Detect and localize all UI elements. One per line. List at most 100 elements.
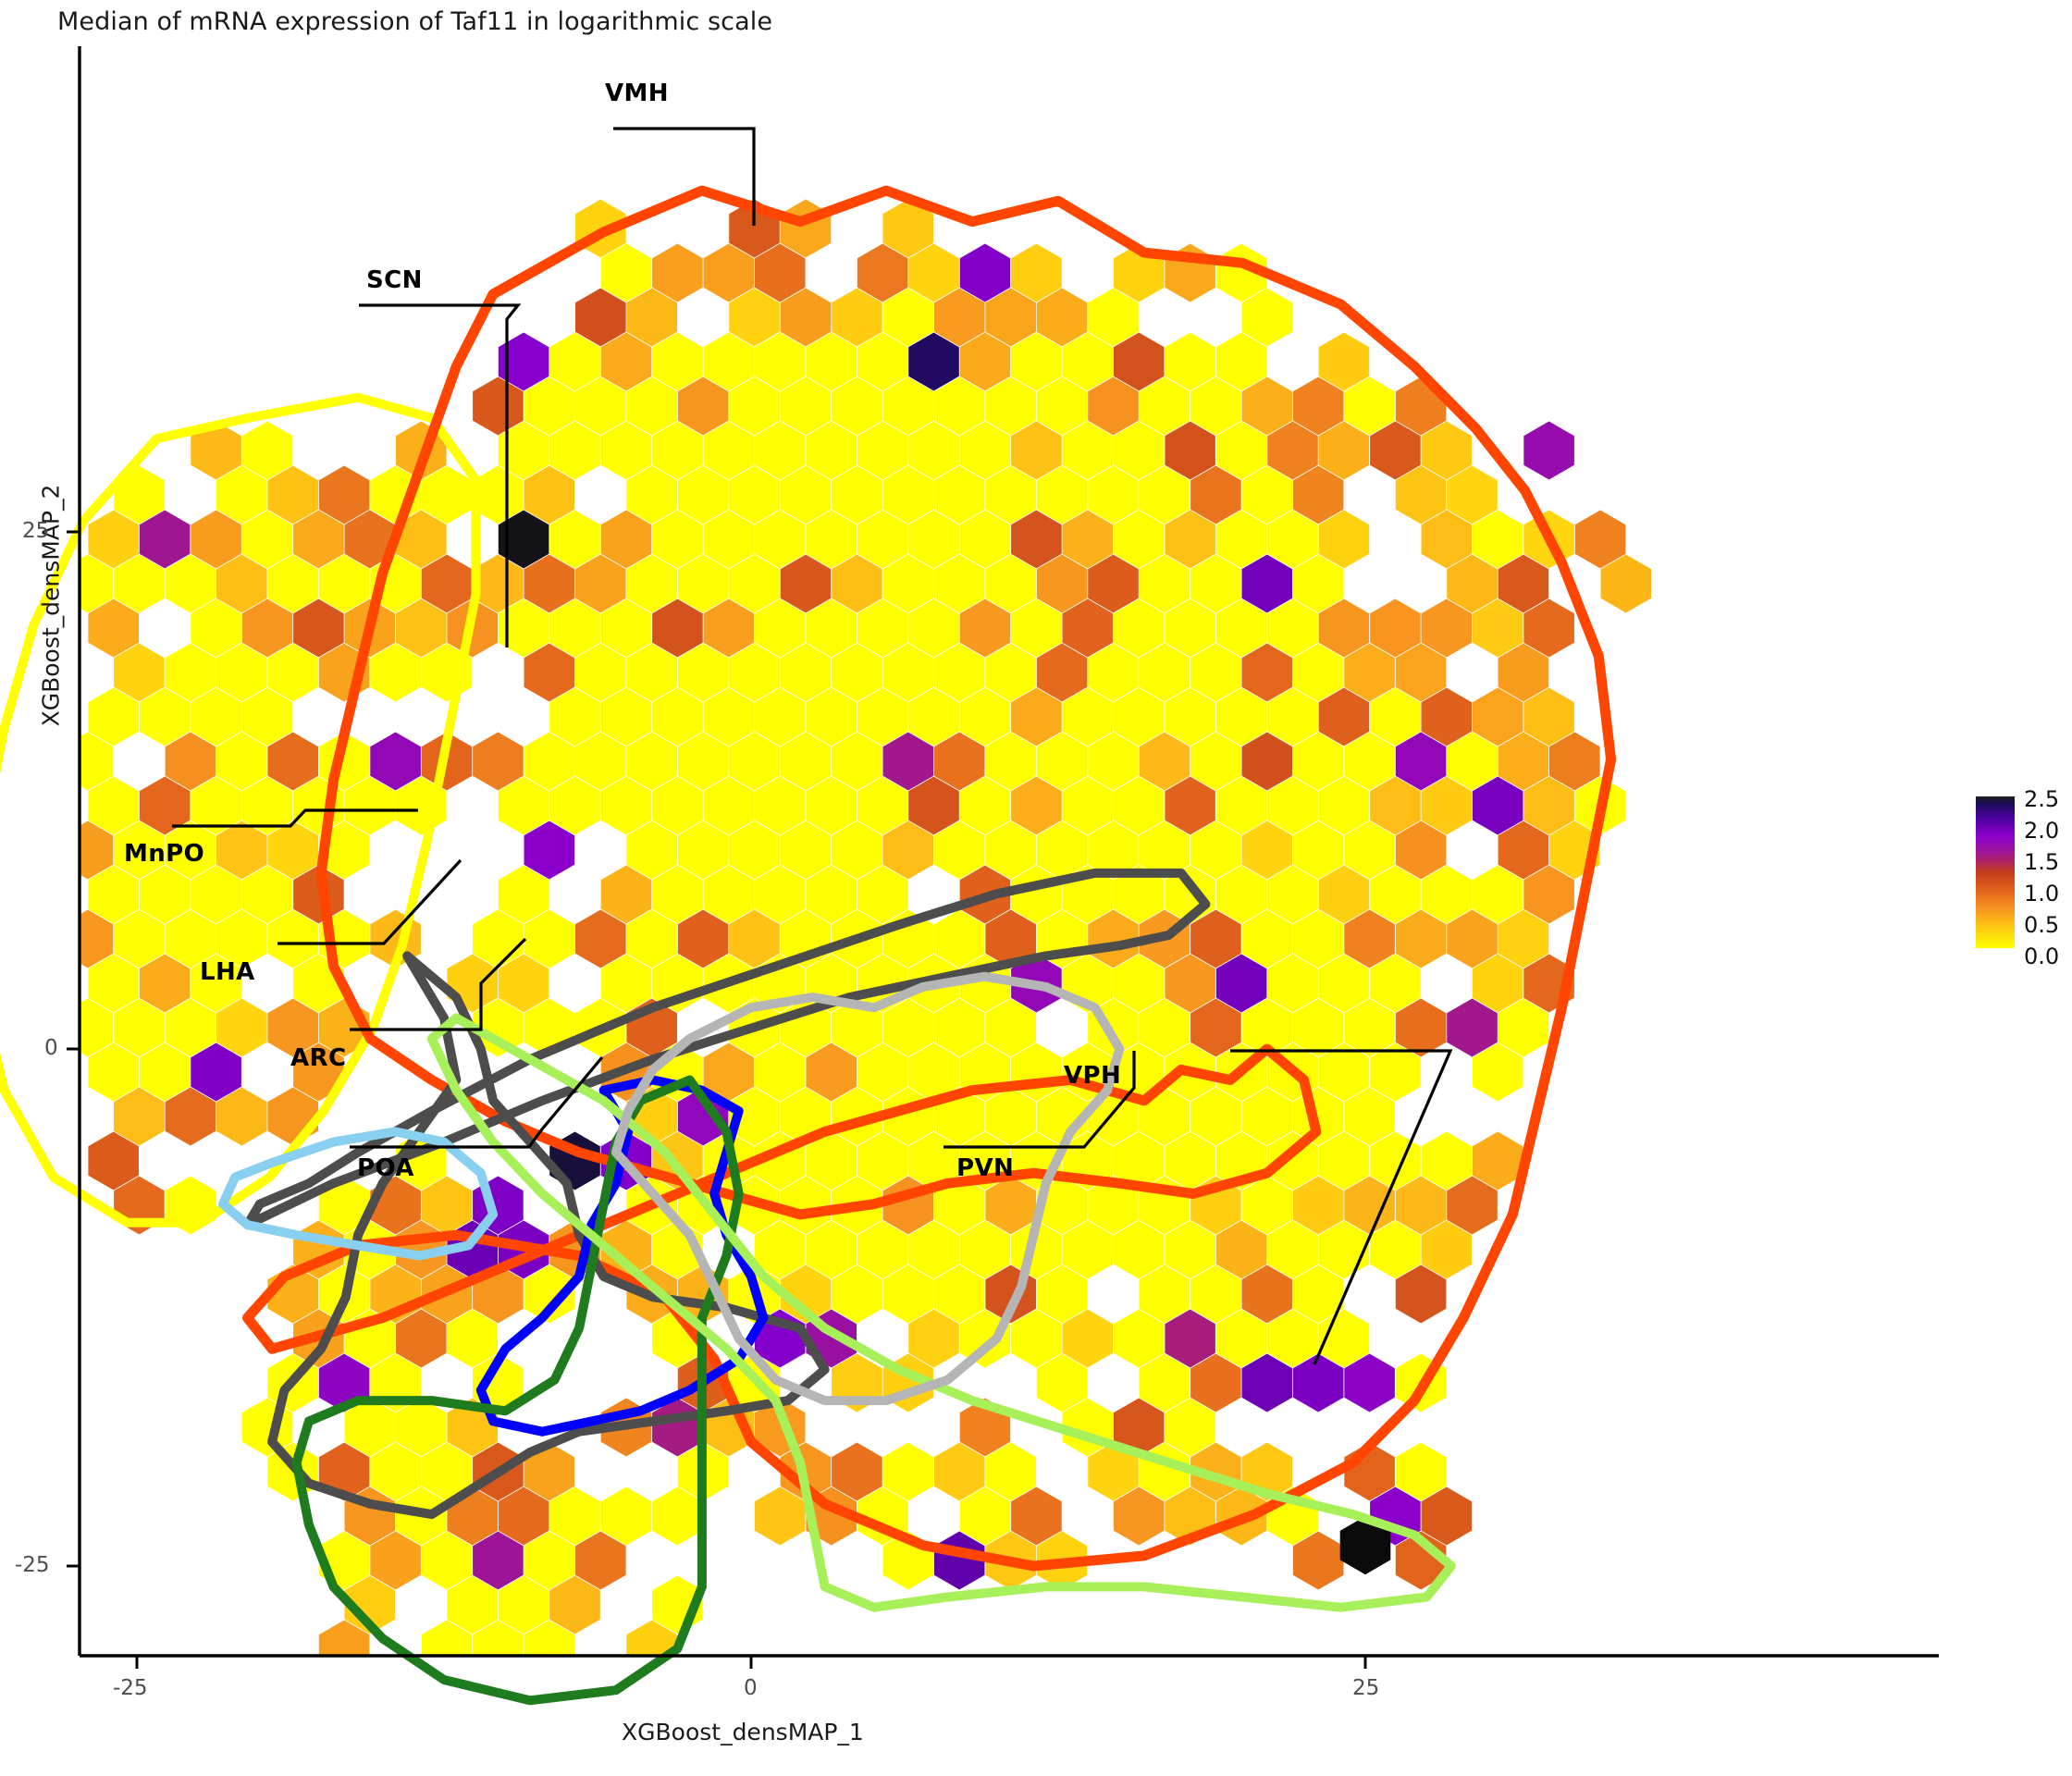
hexbin-cell xyxy=(806,1042,857,1102)
hexbin-cell xyxy=(216,554,267,613)
hexbin-cell xyxy=(344,1398,396,1457)
hexbin-cell xyxy=(1344,732,1395,791)
hexbin-cell xyxy=(1165,776,1215,835)
hexbin-cell xyxy=(241,776,293,835)
hexbin-cell xyxy=(832,376,882,436)
hexbin-cell xyxy=(216,909,267,968)
hexbin-cell xyxy=(318,820,370,880)
hexbin-cell xyxy=(729,554,780,613)
hexbin-cell xyxy=(1190,909,1241,968)
hexbin-cell xyxy=(1370,421,1421,480)
hexbin-cell xyxy=(1215,510,1267,569)
hexbin-cell xyxy=(1523,598,1574,658)
hexbin-cell xyxy=(780,288,832,347)
hexbin-cell xyxy=(882,1264,934,1324)
hexbin-cell xyxy=(1574,510,1626,569)
hexbin-cell xyxy=(344,776,396,835)
hexbin-cell xyxy=(216,465,267,524)
contour-pvn xyxy=(426,1013,1456,1612)
hexbin-cell xyxy=(1062,1309,1114,1368)
hexbin-cell xyxy=(1139,1353,1190,1412)
hexbin-cell xyxy=(1318,332,1370,391)
hexbin-cell xyxy=(729,820,780,880)
hexbin-cell xyxy=(524,465,575,524)
hexbin-cell xyxy=(1292,554,1344,613)
hexbin-cell xyxy=(857,332,908,391)
hexbin-cell xyxy=(1190,732,1241,791)
hexbin-cell xyxy=(703,598,755,658)
hexbin-cell xyxy=(626,732,677,791)
hexbin-cell xyxy=(216,998,267,1057)
hexbin-cell xyxy=(908,421,959,480)
page-title: Median of mRNA expression of Taf11 in lo… xyxy=(57,7,773,36)
hexbin-cell xyxy=(857,421,908,480)
hexbin-cell xyxy=(882,376,934,436)
hexbin-cell xyxy=(498,421,549,480)
hexbin-cell xyxy=(88,1042,139,1102)
hexbin-cell xyxy=(191,598,241,658)
hexbin-cell xyxy=(1447,909,1498,968)
hexbin-cell xyxy=(908,332,959,391)
hexbin-cell xyxy=(421,1176,473,1235)
hexbin-cell xyxy=(575,376,626,436)
hexbin-cell xyxy=(1267,954,1318,1013)
hexbin-cell xyxy=(985,376,1036,436)
colorbar-gradient xyxy=(1976,796,2015,948)
hexbin-cell xyxy=(1241,820,1293,880)
hexbin-cell xyxy=(600,243,652,302)
hexbin-cell xyxy=(985,909,1036,968)
hexbin-cell xyxy=(908,687,959,746)
hexbin-cell xyxy=(626,554,677,613)
hexbin-cell xyxy=(1215,421,1267,480)
hexbin-cell xyxy=(1036,643,1088,702)
hexbin-cell xyxy=(652,865,703,924)
hexbin-cell xyxy=(1139,732,1190,791)
hexbin-cell xyxy=(985,1087,1036,1146)
hexbin-cell xyxy=(908,243,959,302)
hexbin-cell xyxy=(1318,1042,1370,1102)
hexbin-cell xyxy=(832,554,882,613)
hexbin-cell xyxy=(80,820,114,880)
hexbin-cell xyxy=(626,820,677,880)
hexbin-cell xyxy=(1241,1264,1293,1324)
hexbin-cell xyxy=(1421,1131,1473,1190)
hexbin-cell xyxy=(754,1220,806,1279)
hexbin-cell xyxy=(933,1442,985,1501)
hexbin-cell xyxy=(677,376,729,436)
hexbin-cell xyxy=(959,243,1011,302)
hexbin-cell xyxy=(396,1309,447,1368)
hexbin-cell xyxy=(806,1131,857,1190)
hexbin-cell xyxy=(165,1087,216,1146)
hexbin-cell xyxy=(600,954,652,1013)
hexbin-cell xyxy=(1062,332,1114,391)
hexbin-cell xyxy=(1011,687,1062,746)
hexbin-cell xyxy=(344,1575,396,1634)
hexbin-cell xyxy=(1267,1309,1318,1368)
hexbin-cell xyxy=(754,421,806,480)
hexbin-cell xyxy=(1241,732,1293,791)
hexbin-cell xyxy=(1062,776,1114,835)
hexbin-cell xyxy=(1241,909,1293,968)
hexbin-cell xyxy=(1190,643,1241,702)
hexbin-cell xyxy=(1036,1264,1088,1324)
hexbin-cell xyxy=(1215,1309,1267,1368)
hexbin-cell xyxy=(1165,1220,1215,1279)
hexbin-cell xyxy=(1036,288,1088,347)
hexbin-cell xyxy=(1600,554,1652,613)
hexbin-cell xyxy=(959,421,1011,480)
hexbin-cell xyxy=(370,1442,421,1501)
hexbin-cell xyxy=(1523,865,1574,924)
hexbin-cell xyxy=(1088,554,1139,613)
region-contour-layer xyxy=(0,185,1617,1706)
hexbin-cell xyxy=(1139,465,1190,524)
hexbin-cell xyxy=(1472,1042,1523,1102)
hexbin-cell xyxy=(1344,1353,1395,1412)
hexbin-cell xyxy=(985,643,1036,702)
hexbin-cell xyxy=(1190,998,1241,1057)
hexbin-cell xyxy=(88,1131,139,1190)
hexbin-cell xyxy=(985,288,1036,347)
hexbin-cell xyxy=(139,687,191,746)
hexbin-cell xyxy=(729,288,780,347)
hexbin-cell xyxy=(1344,998,1395,1057)
hexbin-cell xyxy=(857,243,908,302)
